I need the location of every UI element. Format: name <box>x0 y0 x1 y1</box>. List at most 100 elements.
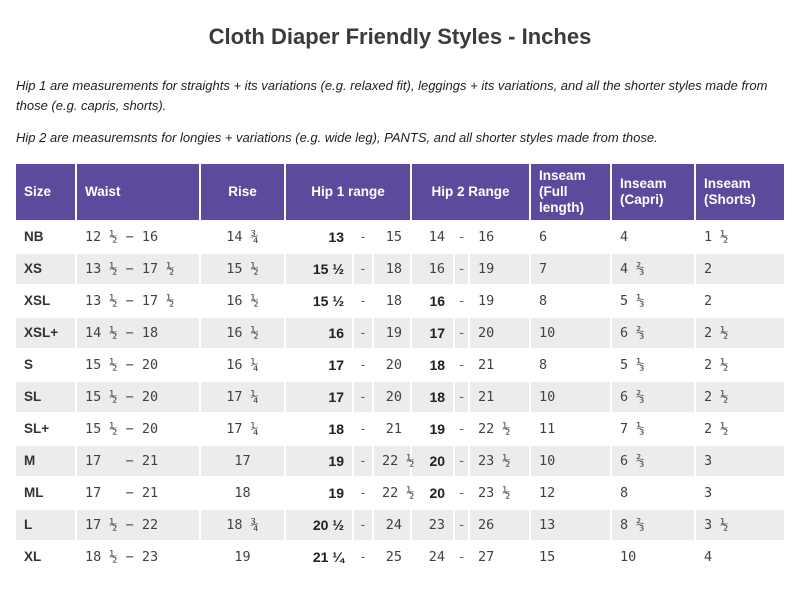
waist-cell: 18 ½ − 23 <box>85 549 159 566</box>
size-chart-table: Size Waist Rise Hip 1 range Hip 2 Range … <box>14 162 786 574</box>
inseam-full-cell: 15 <box>539 549 556 566</box>
inseam-capri-cell: 4 ⅔ <box>612 254 695 285</box>
col-header-rise: Rise <box>201 164 284 221</box>
waist-cell: 17 − 21 <box>85 485 159 502</box>
hip1-separator: - <box>358 357 368 374</box>
hip2-to-cell: 19 <box>470 254 530 285</box>
inseam-shorts-cell: 3 ½ <box>696 510 785 541</box>
waist-cell: 14 ½ − 18 <box>77 318 199 349</box>
hip1-to-cell: 21 <box>385 421 403 438</box>
rise-cell: 17 <box>201 446 284 477</box>
hip2-separator: - <box>457 229 466 246</box>
hip2-to-cell: 26 <box>470 510 530 541</box>
hip1-separator: - <box>358 549 368 566</box>
hip2-to-cell: 21 <box>478 357 495 374</box>
hip1-to-cell: 20 <box>385 357 403 374</box>
size-cell: XSL <box>24 293 51 309</box>
inseam-full-cell: 8 <box>539 357 548 374</box>
inseam-full-cell: 6 <box>539 229 548 246</box>
hip1-from-cell: 19 <box>328 485 344 502</box>
hip2-to-cell: 22 ½ <box>478 421 511 438</box>
size-cell: M <box>16 446 75 477</box>
table-row: NB 12 ½ − 16 14 ¾ 13-15 14-16 6 4 1 ½ <box>16 222 784 252</box>
hip2-to-cell: 16 <box>478 229 495 246</box>
inseam-shorts-cell: 2 ½ <box>696 382 785 413</box>
waist-cell: 17 − 21 <box>77 446 199 477</box>
inseam-capri-cell: 4 <box>620 229 629 246</box>
inseam-shorts-cell: 1 ½ <box>704 229 729 246</box>
inseam-capri-cell: 5 ⅓ <box>620 357 645 374</box>
hip1-separator: - <box>358 229 368 246</box>
inseam-full-cell: 10 <box>531 382 611 413</box>
hip1-separator: - <box>354 254 372 285</box>
hip2-from-cell: 20 <box>429 485 446 502</box>
rise-cell: 17 ¼ <box>226 421 259 438</box>
hip2-to-cell: 21 <box>470 382 530 413</box>
col-header-size: Size <box>16 164 75 221</box>
inseam-capri-cell: 8 <box>620 485 629 502</box>
size-cell: L <box>16 510 75 541</box>
hip2-separator: - <box>457 357 466 374</box>
rise-cell: 18 ¾ <box>201 510 284 541</box>
inseam-shorts-cell: 3 <box>696 446 785 477</box>
inseam-full-cell: 10 <box>531 318 611 349</box>
hip2-to-cell: 27 <box>478 549 495 566</box>
inseam-shorts-cell: 3 <box>704 485 713 502</box>
hip1-to-cell: 25 <box>385 549 403 566</box>
hip1-from-cell: 15 ½ <box>286 254 352 285</box>
table-row: XL 18 ½ − 23 19 21 ¼ -25 24-27 15 10 4 <box>16 542 784 572</box>
hip1-separator: - <box>358 485 368 502</box>
col-header-waist: Waist <box>77 164 199 221</box>
hip2-from-cell: 16 <box>412 254 454 285</box>
waist-cell: 17 ½ − 22 <box>77 510 199 541</box>
inseam-shorts-cell: 2 <box>696 254 785 285</box>
inseam-full-cell: 10 <box>531 446 611 477</box>
size-cell: ML <box>24 485 44 501</box>
inseam-full-cell: 11 <box>539 421 556 438</box>
rise-cell: 16 ½ <box>201 318 284 349</box>
inseam-shorts-cell: 2 ½ <box>704 357 729 374</box>
rise-cell: 16 ¼ <box>226 357 259 374</box>
rise-cell: 14 ¾ <box>226 229 259 246</box>
hip2-separator: - <box>455 318 469 349</box>
col-header-inseam-shorts: Inseam (Shorts) <box>696 164 785 221</box>
hip2-separator: - <box>457 293 466 310</box>
hip2-from-cell: 14 <box>428 229 446 246</box>
hip1-from-cell: 13 <box>328 229 344 246</box>
hip2-from-cell: 20 <box>412 446 454 477</box>
hip1-separator: - <box>354 510 372 541</box>
hip1-from-cell: 18 <box>328 421 344 438</box>
hip1-from-cell: 15 ½ <box>312 293 344 310</box>
inseam-capri-cell: 8 ⅔ <box>612 510 695 541</box>
inseam-full-cell: 13 <box>531 510 611 541</box>
rise-cell: 19 <box>234 549 251 566</box>
hip1-from-cell: 17 <box>286 382 352 413</box>
hip1-from-cell: 20 ½ <box>286 510 352 541</box>
rise-cell: 18 <box>234 485 251 502</box>
hip2-to-cell: 23 ½ <box>478 485 511 502</box>
size-cell: XL <box>24 549 42 565</box>
col-header-inseam-capri: Inseam (Capri) <box>612 164 695 221</box>
hip2-from-cell: 18 <box>412 382 454 413</box>
hip1-to-cell: 22 ½ <box>382 485 415 502</box>
hip1-from-cell: 19 <box>286 446 352 477</box>
hip1-separator: - <box>358 293 368 310</box>
page: Cloth Diaper Friendly Styles - Inches Hi… <box>0 24 800 574</box>
hip2-separator: - <box>455 446 469 477</box>
hip1-to-cell: 19 <box>374 318 411 349</box>
hip2-from-cell: 19 <box>429 421 446 438</box>
inseam-shorts-cell: 2 <box>704 293 713 310</box>
hip2-separator: - <box>455 254 469 285</box>
hip1-separator: - <box>354 382 372 413</box>
waist-cell: 15 ½ − 20 <box>85 357 159 374</box>
hip1-separator: - <box>354 318 372 349</box>
hip2-from-cell: 16 <box>429 293 446 310</box>
inseam-capri-cell: 6 ⅔ <box>612 382 695 413</box>
